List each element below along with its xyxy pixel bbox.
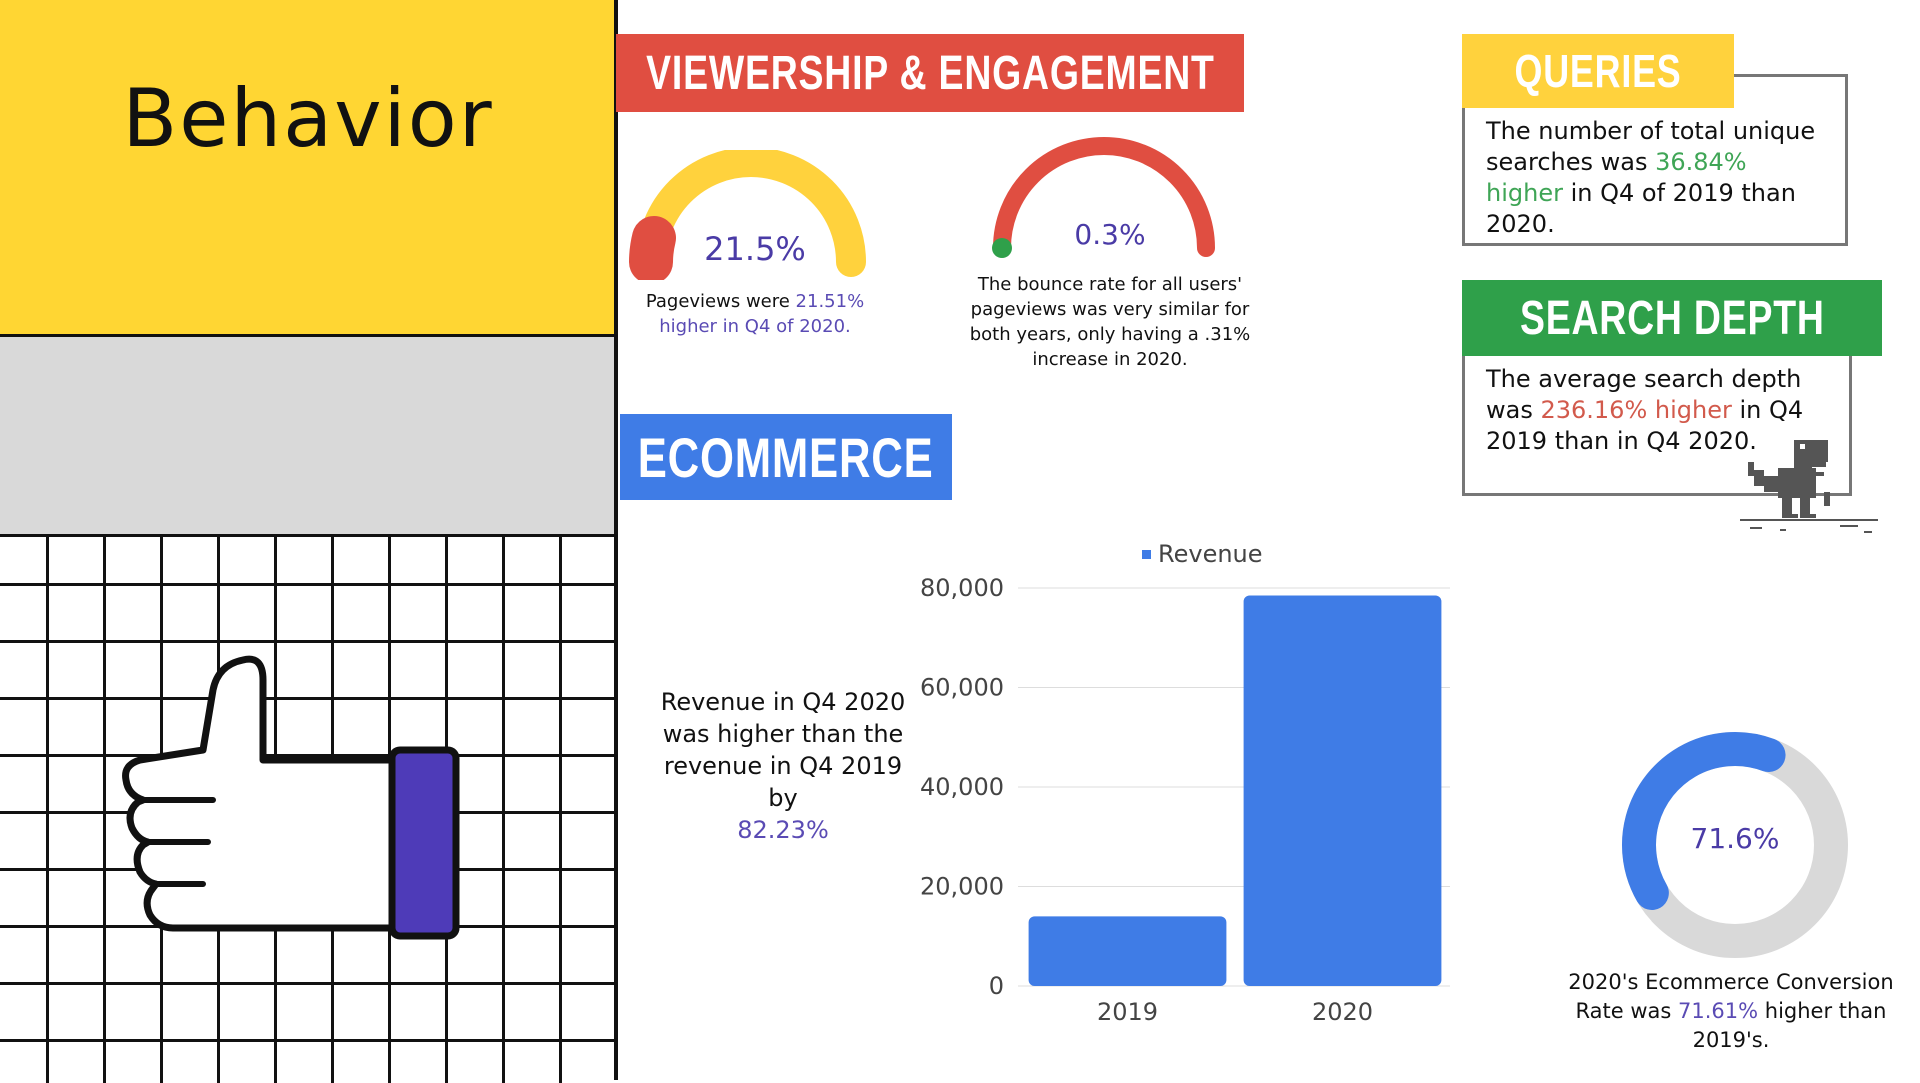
revenue-caption: Revenue in Q4 2020 was higher than the r… <box>660 688 906 844</box>
legend-swatch <box>1142 550 1151 559</box>
x-tick-label: 2019 <box>1097 998 1158 1026</box>
thumbs-up-icon <box>122 655 460 940</box>
x-tick-label: 2020 <box>1312 998 1373 1026</box>
y-tick-label: 60,000 <box>920 674 1004 702</box>
bounce-rate-gauge-fill <box>992 238 1012 258</box>
title-panel <box>0 0 616 334</box>
queries-text: The number of total unique searches was … <box>1486 117 1816 238</box>
queries-heading: QUERIES <box>1462 34 1734 108</box>
bounce-rate-caption: The bounce rate for all users' pageviews… <box>969 274 1251 370</box>
revenue-bar-chart: 0 20,000 40,000 60,000 80,000 2019 2020 Reven… <box>920 540 1450 1026</box>
y-tick-label: 20,000 <box>920 873 1004 901</box>
gray-band <box>0 334 616 537</box>
pageviews-value: 21.5% <box>704 230 806 268</box>
bounce-rate-value: 0.3% <box>1074 218 1146 251</box>
pageviews-gauge <box>629 150 866 280</box>
panel-divider <box>614 0 618 1080</box>
y-tick-label: 0 <box>989 972 1004 1000</box>
bounce-rate-gauge-track <box>993 137 1215 257</box>
pageviews-gauge-track <box>636 150 866 277</box>
page-title: Behavior <box>122 72 494 165</box>
pageviews-gauge-fill <box>629 216 676 280</box>
viewership-heading: VIEWERSHIP & ENGAGEMENT <box>616 34 1244 112</box>
dinosaur-icon <box>1740 440 1878 533</box>
legend-label: Revenue <box>1158 540 1263 568</box>
pageviews-caption: Pageviews were 21.51% higher in Q4 of 20… <box>645 291 865 337</box>
ecommerce-heading: ECOMMERCE <box>620 414 952 500</box>
conversion-value: 71.6% <box>1690 822 1780 855</box>
bounce-rate-gauge <box>992 137 1215 258</box>
y-tick-label: 40,000 <box>920 773 1004 801</box>
search-depth-heading: SEARCH DEPTH <box>1462 280 1882 356</box>
revenue-bar <box>1028 916 1227 986</box>
donut-slice-value <box>1622 732 1848 958</box>
y-tick-label: 80,000 <box>920 574 1004 602</box>
conversion-caption: 2020's Ecommerce Conversion Rate was 71.… <box>1568 970 1894 1052</box>
conversion-donut <box>1622 732 1848 958</box>
revenue-bar <box>1243 595 1442 986</box>
search-depth-text: The average search depth was 236.16% hig… <box>1486 365 1804 455</box>
